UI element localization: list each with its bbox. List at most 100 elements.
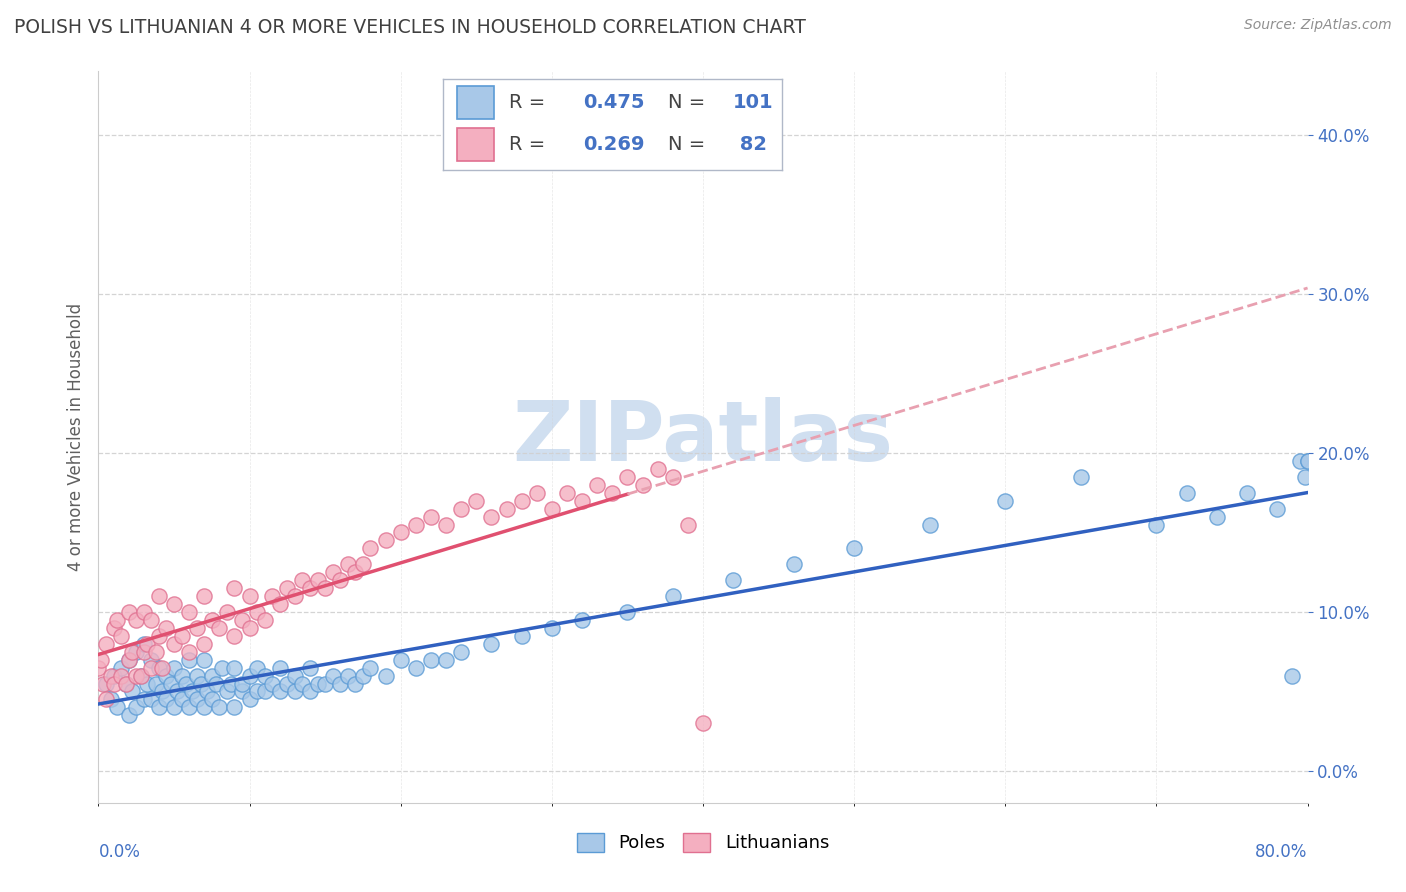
Point	[118, 708, 141, 723]
Point	[631, 477, 654, 491]
Point	[783, 558, 806, 572]
Point	[360, 541, 382, 556]
Point	[616, 605, 638, 619]
Point	[571, 613, 593, 627]
Point	[125, 700, 148, 714]
Point	[148, 700, 170, 714]
Point	[118, 653, 141, 667]
Point	[201, 613, 224, 627]
Point	[510, 629, 533, 643]
Point	[1175, 485, 1198, 500]
Text: ZIPatlas: ZIPatlas	[513, 397, 893, 477]
Point	[118, 653, 141, 667]
Point	[231, 684, 253, 698]
Point	[322, 566, 344, 580]
Point	[125, 645, 148, 659]
Point	[322, 668, 344, 682]
Point	[616, 470, 638, 484]
Point	[100, 668, 122, 682]
Point	[481, 509, 503, 524]
Point	[314, 581, 336, 595]
Point	[155, 692, 177, 706]
Point	[586, 477, 609, 491]
Point	[166, 684, 188, 698]
Point	[1281, 668, 1303, 682]
Point	[276, 676, 298, 690]
Point	[918, 517, 941, 532]
Point	[336, 558, 359, 572]
Point	[135, 676, 157, 690]
Point	[276, 581, 298, 595]
Point	[661, 589, 683, 603]
Point	[135, 637, 157, 651]
Point	[374, 668, 396, 682]
Point	[193, 589, 215, 603]
Point	[269, 660, 291, 674]
Point	[186, 692, 208, 706]
Point	[540, 501, 562, 516]
Point	[723, 573, 745, 587]
Text: Source: ZipAtlas.com: Source: ZipAtlas.com	[1244, 18, 1392, 32]
Point	[224, 700, 246, 714]
Point	[163, 637, 186, 651]
Point	[692, 716, 714, 731]
Point	[450, 645, 472, 659]
Point	[239, 589, 262, 603]
Point	[174, 676, 197, 690]
Point	[540, 621, 562, 635]
Point	[389, 653, 412, 667]
Point	[253, 613, 276, 627]
Point	[208, 621, 231, 635]
Point	[148, 629, 170, 643]
Point	[246, 684, 269, 698]
Point	[179, 605, 201, 619]
Point	[110, 629, 132, 643]
Point	[1289, 454, 1312, 468]
Point	[661, 470, 683, 484]
Point	[344, 566, 367, 580]
Point	[129, 668, 152, 682]
Point	[211, 660, 233, 674]
Point	[221, 676, 243, 690]
Point	[208, 700, 231, 714]
Point	[90, 653, 112, 667]
Point	[145, 645, 167, 659]
Point	[224, 660, 246, 674]
Point	[170, 629, 193, 643]
Point	[114, 676, 136, 690]
Point	[141, 692, 163, 706]
Point	[114, 676, 136, 690]
Point	[1206, 509, 1229, 524]
Point	[205, 676, 228, 690]
Point	[163, 660, 186, 674]
Point	[299, 581, 322, 595]
Point	[224, 581, 246, 595]
Point	[155, 621, 177, 635]
Point	[405, 517, 427, 532]
Point	[193, 637, 215, 651]
Point	[141, 613, 163, 627]
Point	[103, 621, 125, 635]
Point	[647, 462, 669, 476]
Point	[465, 493, 488, 508]
Point	[555, 485, 578, 500]
Point	[201, 692, 224, 706]
Point	[224, 629, 246, 643]
Point	[141, 660, 163, 674]
Point	[1296, 454, 1319, 468]
Point	[239, 692, 262, 706]
Point	[1267, 501, 1289, 516]
Point	[193, 653, 215, 667]
Point	[344, 676, 367, 690]
Point	[284, 684, 307, 698]
Point	[602, 485, 624, 500]
Point	[91, 676, 114, 690]
Point	[94, 637, 117, 651]
Text: POLISH VS LITHUANIAN 4 OR MORE VEHICLES IN HOUSEHOLD CORRELATION CHART: POLISH VS LITHUANIAN 4 OR MORE VEHICLES …	[14, 18, 806, 37]
Point	[215, 605, 238, 619]
Text: 80.0%: 80.0%	[1256, 843, 1308, 861]
Point	[434, 653, 457, 667]
Point	[231, 613, 253, 627]
Point	[329, 676, 352, 690]
Point	[170, 668, 193, 682]
